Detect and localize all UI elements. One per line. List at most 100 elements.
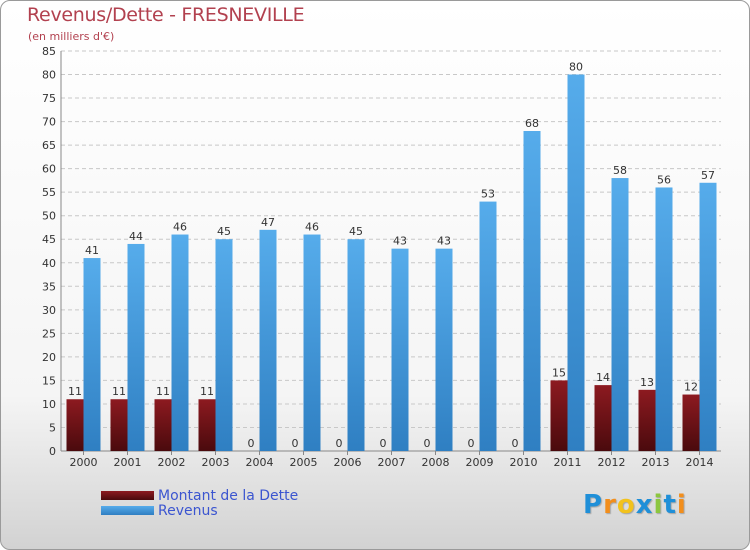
y-tick-label: 50 (42, 210, 56, 223)
y-tick-label: 30 (42, 304, 56, 317)
bar-debt (682, 394, 700, 451)
y-tick-label: 75 (42, 92, 56, 105)
data-label-debt: 0 (380, 437, 387, 450)
y-tick-label: 40 (42, 257, 56, 270)
bar-revenus (83, 258, 101, 451)
bar-revenus (479, 201, 497, 451)
bar-debt (594, 385, 612, 451)
data-label-debt: 11 (68, 385, 82, 398)
bar-revenus (391, 248, 409, 451)
y-tick-label: 70 (42, 116, 56, 129)
x-tick-label: 2005 (290, 456, 318, 469)
y-tick-label: 20 (42, 351, 56, 364)
data-label-revenus: 46 (173, 221, 187, 234)
data-label-revenus: 43 (393, 235, 407, 248)
y-tick-label: 85 (42, 45, 56, 58)
data-label-debt: 15 (552, 366, 566, 379)
bar-debt (66, 399, 84, 451)
y-tick-label: 80 (42, 69, 56, 82)
legend-swatch-debt (101, 491, 154, 500)
chart-title: Revenus/Dette - FRESNEVILLE (27, 4, 305, 26)
x-tick-label: 2012 (598, 456, 626, 469)
logo-letter: P (583, 490, 604, 520)
data-label-debt: 11 (156, 385, 170, 398)
x-tick-label: 2008 (422, 456, 450, 469)
data-label-revenus: 41 (85, 244, 99, 257)
bar-revenus (435, 248, 453, 451)
data-label-debt: 11 (112, 385, 126, 398)
x-tick-label: 2006 (334, 456, 362, 469)
bar-revenus (567, 74, 585, 451)
legend-item-revenus: Revenus (101, 502, 298, 519)
data-label-debt: 0 (424, 437, 431, 450)
bar-revenus (347, 239, 365, 451)
data-label-debt: 13 (640, 376, 654, 389)
x-tick-label: 2001 (114, 456, 142, 469)
logo-letter: i (676, 490, 687, 520)
bar-revenus (699, 182, 717, 451)
x-tick-label: 2003 (202, 456, 230, 469)
y-tick-label: 60 (42, 163, 56, 176)
bar-revenus (127, 243, 145, 451)
bar-debt (154, 399, 172, 451)
legend-item-debt: Montant de la Dette (101, 487, 299, 504)
x-tick-label: 2007 (378, 456, 406, 469)
logo-letter: o (616, 490, 636, 520)
y-tick-label: 55 (42, 186, 56, 199)
chart-subtitle: (en milliers d'€) (28, 30, 115, 43)
data-label-debt: 0 (248, 437, 255, 450)
y-tick-label: 5 (49, 421, 56, 434)
data-label-debt: 0 (512, 437, 519, 450)
bar-revenus (655, 187, 673, 451)
bar-debt (550, 380, 568, 451)
x-tick-label: 2013 (642, 456, 670, 469)
data-label-revenus: 45 (349, 225, 363, 238)
bar-debt (638, 389, 656, 451)
bar-revenus (259, 229, 277, 451)
data-label-debt: 11 (200, 385, 214, 398)
legend: Montant de la Dette Revenus (101, 487, 299, 519)
data-label-debt: 0 (292, 437, 299, 450)
data-label-revenus: 43 (437, 235, 451, 248)
x-tick-label: 2000 (70, 456, 98, 469)
legend-label-revenus: Revenus (158, 502, 218, 519)
logo-letter: x (635, 490, 654, 520)
bar-revenus (171, 234, 189, 451)
y-tick-label: 65 (42, 139, 56, 152)
y-tick-label: 45 (42, 233, 56, 246)
data-label-debt: 12 (684, 381, 698, 394)
grid-layer (61, 50, 721, 452)
data-label-revenus: 53 (481, 188, 495, 201)
logo-letter: t (663, 490, 677, 520)
data-label-debt: 0 (336, 437, 343, 450)
y-tick-label: 0 (49, 445, 56, 458)
data-label-revenus: 47 (261, 216, 275, 229)
bar-debt (110, 399, 128, 451)
data-label-revenus: 56 (657, 173, 671, 186)
y-tick-label: 35 (42, 280, 56, 293)
x-tick-label: 2014 (686, 456, 714, 469)
data-label-debt: 0 (468, 437, 475, 450)
x-tick-label: 2004 (246, 456, 274, 469)
label-layer: 11 11 11 11 0 0 0 0 0 0 0 15 14 13 12 41 44 46 45 47 46 45 43 4… (68, 61, 715, 450)
y-tick-label: 25 (42, 327, 56, 340)
bar-debt (198, 399, 216, 451)
y-tick-label: 10 (42, 398, 56, 411)
bar-revenus (611, 178, 629, 451)
data-label-revenus: 44 (129, 230, 143, 243)
x-tick-label: 2009 (466, 456, 494, 469)
proxiti-logo: Proxiti (583, 490, 687, 520)
data-label-debt: 14 (596, 371, 610, 384)
logo-letter: i (653, 490, 664, 520)
bar-layer (66, 74, 717, 451)
data-label-revenus: 57 (701, 169, 715, 182)
legend-swatch-revenus (101, 506, 154, 515)
legend-label-debt: Montant de la Dette (158, 487, 299, 504)
logo-letter: r (603, 490, 617, 520)
data-label-revenus: 45 (217, 225, 231, 238)
bar-revenus (215, 239, 233, 451)
data-label-revenus: 68 (525, 117, 539, 130)
data-label-revenus: 46 (305, 221, 319, 234)
